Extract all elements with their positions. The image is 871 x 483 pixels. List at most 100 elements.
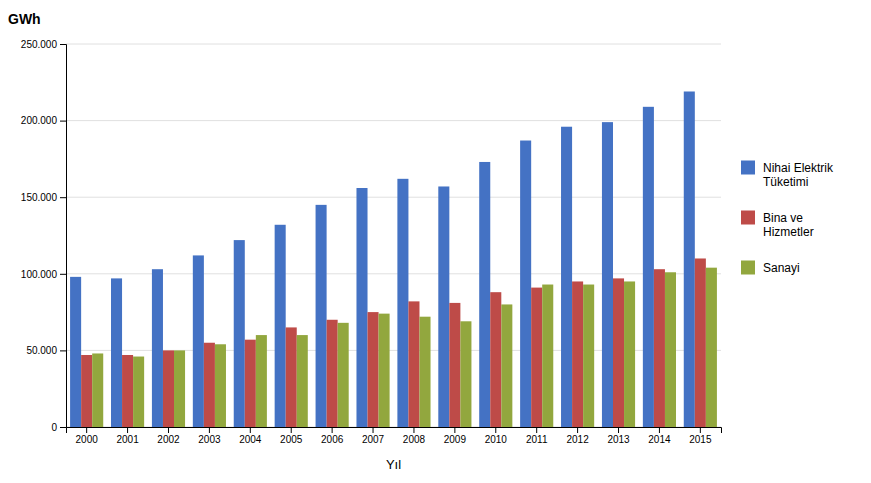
- x-tick-label: 2007: [362, 434, 385, 445]
- x-tick: 2005: [280, 427, 303, 445]
- x-tick-label: 2001: [116, 434, 139, 445]
- bar: [92, 353, 103, 427]
- bar: [174, 350, 185, 427]
- bar: [163, 350, 174, 427]
- bar: [602, 122, 613, 427]
- y-axis-title: GWh: [8, 11, 41, 27]
- bar: [111, 278, 122, 427]
- x-tick-label: 2003: [198, 434, 221, 445]
- bar: [356, 188, 367, 427]
- plot: 050.000100.000150.000200.000250.00020002…: [8, 11, 834, 472]
- x-tick-mark: [332, 427, 333, 433]
- x-tick: 2009: [444, 427, 467, 445]
- x-tick-mark: [168, 427, 169, 433]
- bar: [665, 272, 676, 427]
- bar: [624, 281, 635, 427]
- bar: [531, 288, 542, 427]
- y-axis: 050.000100.000150.000200.000250.000: [21, 39, 67, 433]
- grid-line: [66, 44, 721, 45]
- y-tick-label: 100.000: [21, 269, 58, 280]
- x-tick-label: 2009: [444, 434, 467, 445]
- x-tick: 2003: [198, 427, 221, 445]
- y-tick-mark: [60, 44, 66, 45]
- x-axis-title: Yıl: [386, 457, 401, 472]
- grid-line: [66, 120, 721, 121]
- bar: [397, 179, 408, 427]
- y-tick-mark: [60, 427, 66, 428]
- bar: [338, 323, 349, 427]
- bar: [122, 355, 133, 427]
- bar: [561, 127, 572, 427]
- bars: [70, 91, 717, 427]
- x-tick-mark: [86, 427, 87, 433]
- bar: [204, 343, 215, 427]
- bar: [684, 91, 695, 427]
- x-tick: 2008: [403, 427, 426, 445]
- x-tick: 2006: [321, 427, 344, 445]
- x-tick: 2004: [239, 427, 262, 445]
- x-tick-mark: [618, 427, 619, 433]
- x-tick: 2001: [116, 427, 139, 445]
- x-tick-label: 2005: [280, 434, 303, 445]
- x-tick-label: 2015: [689, 434, 712, 445]
- bar: [583, 285, 594, 427]
- x-tick: 2015: [689, 427, 712, 445]
- bar: [368, 312, 379, 427]
- bar-series: [81, 258, 706, 427]
- x-tick-label: 2010: [485, 434, 508, 445]
- x-tick-label: 2004: [239, 434, 262, 445]
- x-tick-mark: [536, 427, 537, 433]
- legend-label: Nihai ElektrikTüketimi: [763, 161, 834, 189]
- x-tick-label: 2011: [526, 434, 548, 445]
- bar: [215, 344, 226, 427]
- bar: [234, 240, 245, 427]
- bar: [70, 277, 81, 427]
- y-tick-label: 0: [51, 422, 57, 433]
- bar: [152, 269, 163, 427]
- y-tick-label: 150.000: [21, 192, 58, 203]
- x-tick-label: 2014: [648, 434, 671, 445]
- x-tick-mark: [454, 427, 455, 433]
- bar: [193, 255, 204, 427]
- x-tick-mark: [373, 427, 374, 433]
- x-tick-mark: [413, 427, 414, 433]
- bar: [419, 317, 430, 427]
- bar: [81, 355, 92, 427]
- y-tick: 100.000: [21, 269, 66, 280]
- legend: Nihai ElektrikTüketimiBina veHizmetlerSa…: [741, 161, 834, 275]
- x-tick: 2010: [485, 427, 508, 445]
- bar: [501, 304, 512, 427]
- bar: [316, 205, 327, 427]
- bar: [520, 141, 531, 427]
- x-tick-mark: [700, 427, 701, 433]
- x-tick-mark: [577, 427, 578, 433]
- bar: [613, 278, 624, 427]
- y-tick-mark: [60, 350, 66, 351]
- bar: [479, 162, 490, 427]
- legend-swatch: [741, 211, 755, 225]
- bar: [542, 285, 553, 427]
- grid-line: [66, 197, 721, 198]
- legend-entry: Nihai ElektrikTüketimi: [741, 161, 834, 189]
- chart: 050.000100.000150.000200.000250.00020002…: [0, 0, 871, 483]
- y-tick: 200.000: [21, 115, 66, 126]
- bar: [133, 357, 144, 427]
- y-tick-mark: [60, 197, 66, 198]
- x-tick-mark: [291, 427, 292, 433]
- bar: [706, 268, 717, 427]
- y-tick-label: 200.000: [21, 115, 58, 126]
- x-tick: 2007: [362, 427, 385, 445]
- legend-swatch: [741, 161, 755, 175]
- x-tick-label: 2006: [321, 434, 344, 445]
- y-tick-label: 50.000: [26, 345, 57, 356]
- legend-entry: Bina veHizmetler: [741, 211, 814, 239]
- bar: [438, 186, 449, 427]
- y-tick-mark: [60, 274, 66, 275]
- bar: [460, 321, 471, 427]
- y-tick: 50.000: [26, 345, 66, 356]
- axis-domain: [60, 45, 67, 428]
- x-tick-mark: [127, 427, 128, 433]
- bar: [286, 327, 297, 427]
- legend-label: Bina veHizmetler: [763, 211, 814, 239]
- grid: [66, 44, 721, 427]
